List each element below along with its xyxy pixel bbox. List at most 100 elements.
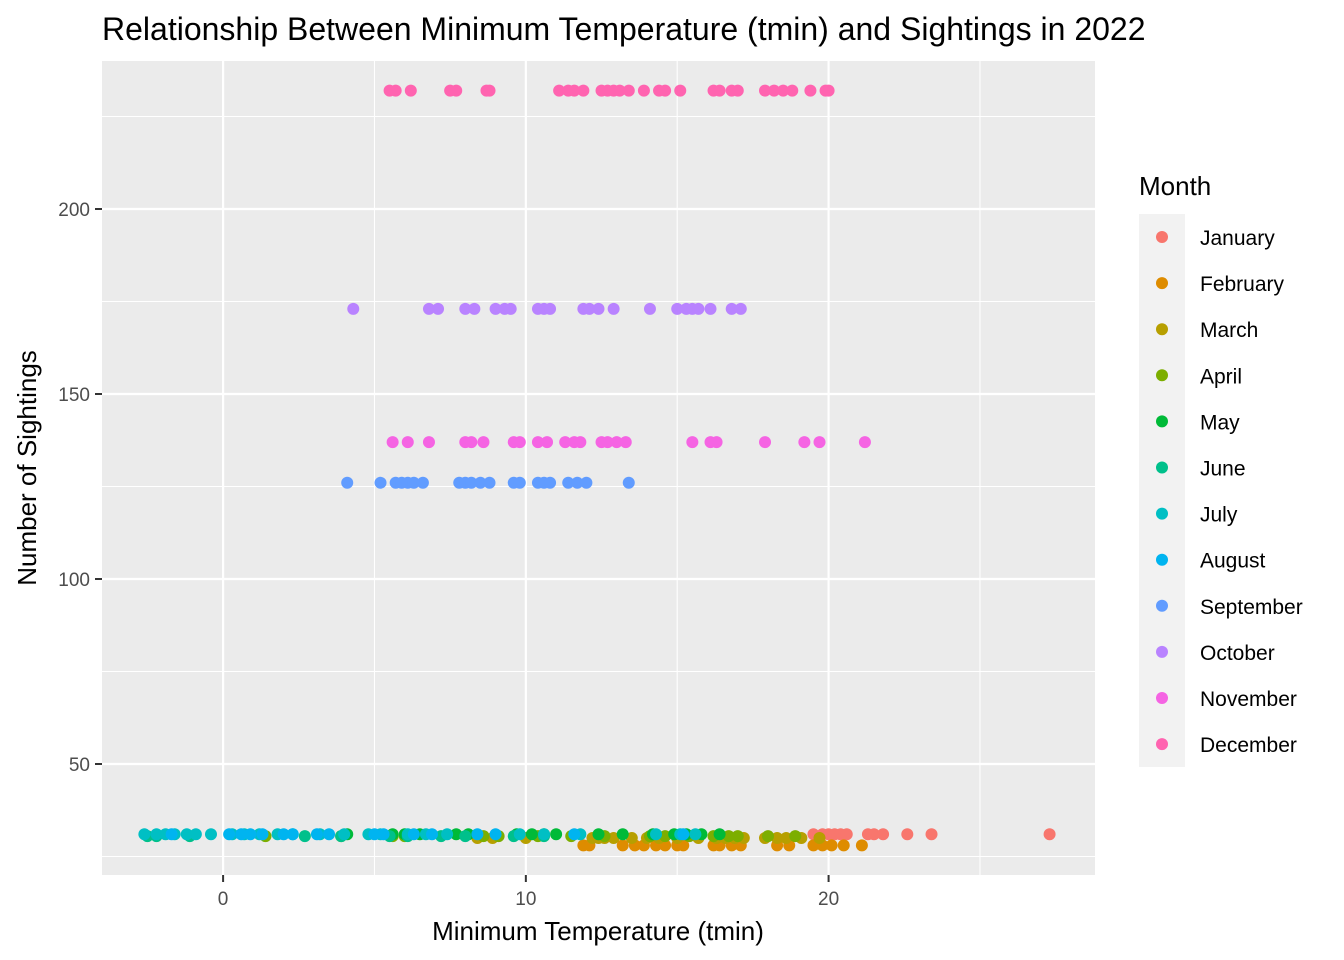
- y-axis-title: Number of Sightings: [12, 350, 42, 586]
- y-tick-label: 50: [69, 755, 90, 776]
- data-point: [256, 828, 269, 841]
- legend-label: July: [1200, 504, 1238, 527]
- data-point: [725, 302, 738, 315]
- data-point: [483, 476, 496, 489]
- data-point: [189, 828, 202, 841]
- data-point: [592, 828, 605, 841]
- legend-key-november: [1156, 692, 1168, 704]
- data-point: [825, 839, 838, 852]
- data-point: [710, 436, 723, 449]
- data-points: [138, 84, 1056, 852]
- series-december: [383, 84, 835, 97]
- data-point: [659, 830, 672, 843]
- x-axis-title: Minimum Temperature (tmin): [432, 916, 764, 946]
- data-point: [465, 476, 478, 489]
- data-point: [401, 436, 414, 449]
- data-point: [858, 436, 871, 449]
- data-point: [204, 828, 217, 841]
- data-point: [150, 828, 163, 841]
- data-point: [568, 828, 581, 841]
- data-point: [713, 84, 726, 97]
- data-point: [541, 436, 554, 449]
- data-point: [377, 828, 390, 841]
- y-tick-label: 200: [58, 200, 90, 221]
- data-point: [577, 84, 590, 97]
- data-point: [531, 436, 544, 449]
- data-point: [459, 830, 472, 843]
- data-point: [619, 436, 632, 449]
- data-point: [477, 436, 490, 449]
- plot-panel: [102, 61, 1095, 875]
- legend-key-january: [1156, 231, 1168, 243]
- legend-key-april: [1156, 369, 1168, 382]
- data-point: [677, 828, 690, 841]
- y-tick-label: 100: [58, 570, 90, 591]
- data-point: [416, 476, 429, 489]
- data-point: [465, 436, 478, 449]
- data-point: [607, 832, 620, 844]
- data-point: [759, 84, 772, 97]
- legend-label: June: [1200, 458, 1246, 481]
- data-point: [286, 828, 299, 841]
- legend-label: September: [1200, 596, 1303, 619]
- data-point: [798, 436, 811, 449]
- data-point: [804, 84, 817, 97]
- data-point: [504, 302, 517, 315]
- data-point: [762, 830, 775, 843]
- data-point: [625, 832, 638, 844]
- data-point: [771, 832, 784, 844]
- data-point: [686, 436, 699, 449]
- x-tick-label: 10: [515, 889, 536, 910]
- data-point: [407, 828, 420, 841]
- data-point: [1043, 828, 1056, 841]
- legend-key-march: [1156, 323, 1168, 336]
- legend-key-background: [1139, 214, 1185, 767]
- data-point: [580, 476, 593, 489]
- data-point: [310, 828, 323, 841]
- data-point: [386, 436, 399, 449]
- data-point: [650, 828, 663, 841]
- data-point: [244, 828, 257, 841]
- data-point: [489, 828, 502, 841]
- legend-key-february: [1156, 277, 1168, 290]
- legend: Month January February March April May June Ju…: [1139, 171, 1303, 767]
- data-point: [441, 828, 454, 841]
- data-point: [404, 84, 417, 97]
- data-point: [538, 828, 551, 841]
- legend-label: May: [1200, 411, 1240, 434]
- data-point: [550, 828, 563, 841]
- data-point: [474, 476, 487, 489]
- data-point: [777, 84, 790, 97]
- data-point: [637, 84, 650, 97]
- data-point: [389, 84, 402, 97]
- data-point: [559, 436, 572, 449]
- data-point: [610, 436, 623, 449]
- data-point: [674, 84, 687, 97]
- data-point: [813, 832, 826, 844]
- data-point: [616, 828, 629, 841]
- legend-key-may: [1156, 415, 1168, 428]
- data-point: [659, 84, 672, 97]
- data-point: [671, 302, 684, 315]
- data-point: [459, 302, 472, 315]
- data-point: [601, 436, 614, 449]
- series-february: [577, 839, 868, 852]
- data-point: [574, 436, 587, 449]
- data-point: [822, 84, 835, 97]
- data-point: [483, 84, 496, 97]
- data-point: [901, 828, 914, 841]
- data-point: [407, 476, 420, 489]
- data-point: [789, 830, 802, 843]
- data-point: [422, 436, 435, 449]
- series-november: [386, 436, 871, 449]
- data-point: [731, 84, 744, 97]
- data-point: [374, 476, 387, 489]
- data-point: [562, 476, 575, 489]
- data-point: [877, 828, 890, 841]
- x-axis-ticks: 0 10 20: [218, 875, 839, 910]
- data-point: [425, 828, 438, 841]
- chart-title: Relationship Between Minimum Temperature…: [102, 11, 1146, 47]
- data-point: [553, 84, 566, 97]
- data-point: [643, 302, 656, 315]
